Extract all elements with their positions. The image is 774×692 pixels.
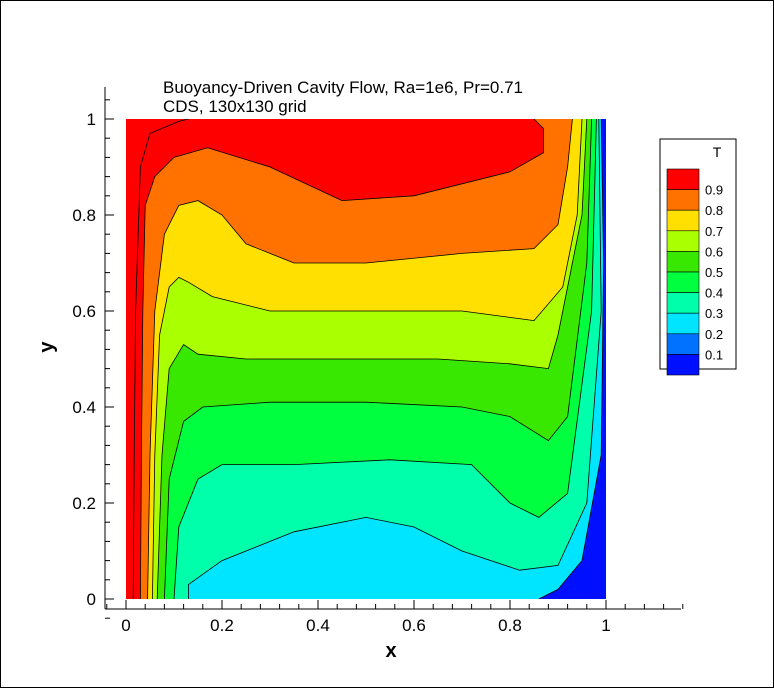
legend-swatch bbox=[666, 333, 700, 355]
legend-label: 0.7 bbox=[705, 224, 723, 239]
legend-swatch bbox=[666, 354, 700, 376]
isotherm-0.2 bbox=[188, 119, 602, 599]
isotherm-0.1 bbox=[538, 119, 605, 599]
legend-label: 0.5 bbox=[705, 265, 723, 280]
x-tick-label: 0.6 bbox=[402, 616, 426, 635]
isotherm-0.9 bbox=[132, 119, 189, 599]
legend-label: 0.2 bbox=[705, 327, 723, 342]
y-tick-label: 0.2 bbox=[72, 494, 96, 513]
contour-band-above-0.7 bbox=[126, 119, 573, 599]
isotherm-0.5 bbox=[156, 119, 588, 599]
x-tick-label: 0.8 bbox=[498, 616, 522, 635]
axes: 0 0.2 0.4 0.6 0.8 1 0 0.2 0.4 0.6 0.8 1 bbox=[72, 87, 684, 635]
y-tick-label: 0.4 bbox=[72, 398, 96, 417]
isotherm-0.6 bbox=[152, 119, 583, 599]
contour-band-above-0.9 bbox=[126, 119, 189, 599]
legend-title: T bbox=[713, 144, 722, 160]
x-axis-label: x bbox=[385, 640, 396, 662]
isotherm-0.3 bbox=[173, 119, 597, 599]
legend-swatch bbox=[666, 168, 700, 190]
chart-subtitle: CDS, 130x130 grid bbox=[163, 97, 307, 116]
legend-swatch bbox=[666, 209, 700, 232]
x-tick-label: 0.4 bbox=[306, 616, 330, 635]
legend-label: 0.8 bbox=[705, 203, 723, 218]
legend-swatch bbox=[666, 251, 700, 273]
legend-label: 0.9 bbox=[705, 183, 723, 198]
legend-label: 0.4 bbox=[705, 286, 723, 301]
y-tick-label: 0.8 bbox=[72, 206, 96, 225]
contour-band-above-0.8 bbox=[126, 119, 544, 599]
y-axis-label: y bbox=[36, 341, 58, 353]
isotherm-0.8 bbox=[140, 119, 544, 599]
y-tick-label: 1 bbox=[87, 110, 96, 129]
x-tick-label: 1 bbox=[601, 616, 610, 635]
x-tick-label: 0 bbox=[121, 616, 130, 635]
legend-swatch bbox=[666, 230, 700, 252]
legend: T 0.9 0.8 0.7 0.6 0.5 0.4 0.3 0.2 0.1 bbox=[659, 138, 737, 376]
legend-swatch bbox=[666, 189, 700, 211]
legend-label: 0.6 bbox=[705, 244, 723, 259]
isotherm-lines bbox=[132, 119, 605, 599]
isotherm-0.7 bbox=[147, 119, 573, 599]
legend-swatch bbox=[666, 292, 700, 314]
legend-label: 0.1 bbox=[705, 347, 723, 362]
x-tick-label: 0.2 bbox=[210, 616, 234, 635]
legend-swatch bbox=[666, 312, 700, 335]
chart-title: Buoyancy-Driven Cavity Flow, Ra=1e6, Pr=… bbox=[163, 78, 523, 97]
legend-label: 0.3 bbox=[705, 306, 723, 321]
y-tick-label: 0.6 bbox=[72, 302, 96, 321]
legend-swatch bbox=[666, 271, 700, 293]
y-tick-label: 0 bbox=[87, 590, 96, 609]
isotherm-0.4 bbox=[164, 119, 592, 599]
